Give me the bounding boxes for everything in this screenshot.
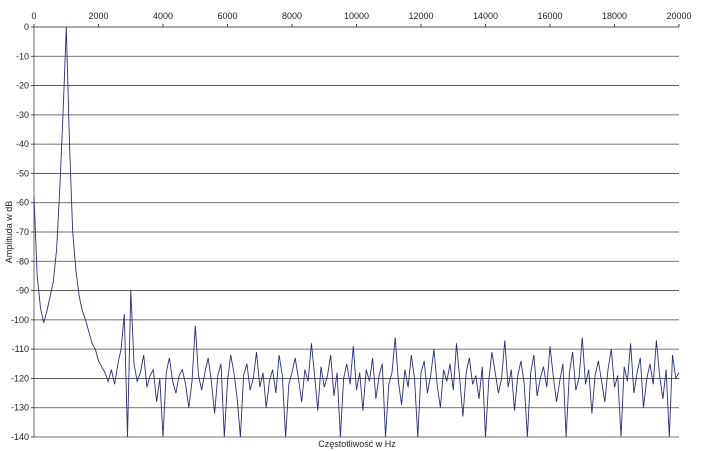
x-tick-label: 10000	[344, 11, 369, 21]
y-tick-label: -70	[16, 227, 29, 237]
y-tick-label: -50	[16, 168, 29, 178]
y-tick-label: -80	[16, 256, 29, 266]
y-tick-label: -10	[16, 51, 29, 61]
y-tick-label: -100	[11, 315, 29, 325]
x-tick-label: 2000	[88, 11, 108, 21]
y-tick-label: -140	[11, 432, 29, 442]
y-tick-labels: 0 -10 -20 -30 -40 -50 -60 -70 -80 -90 -100 -110 -120…	[11, 22, 29, 442]
x-tick-label: 4000	[153, 11, 173, 21]
y-tick-label: -130	[11, 403, 29, 413]
y-tick-label: -120	[11, 373, 29, 383]
x-tick-label: 8000	[282, 11, 302, 21]
y-tick-label: -20	[16, 81, 29, 91]
series-line	[33, 26, 680, 438]
grid	[31, 24, 680, 438]
x-tick-label: 16000	[537, 11, 562, 21]
y-tick-label: -60	[16, 198, 29, 208]
y-tick-label: -30	[16, 110, 29, 120]
y-tick-label: -40	[16, 139, 29, 149]
x-tick-label: 6000	[217, 11, 237, 21]
x-tick-label: 20000	[666, 11, 691, 21]
y-axis-label: Amplituda w dB	[4, 201, 14, 264]
x-tick-label: 14000	[473, 11, 498, 21]
x-axis-label: Częstotliwość w Hz	[318, 439, 396, 449]
x-tick-labels: 0 2000 4000 6000 8000 10000 12000 14000 16000 180…	[31, 11, 691, 21]
x-tick-label: 18000	[602, 11, 627, 21]
x-tick-label: 12000	[408, 11, 433, 21]
y-tick-label: 0	[24, 22, 29, 32]
y-tick-label: -110	[12, 344, 29, 354]
x-tick-label: 0	[31, 11, 36, 21]
y-tick-label: -90	[16, 286, 29, 296]
